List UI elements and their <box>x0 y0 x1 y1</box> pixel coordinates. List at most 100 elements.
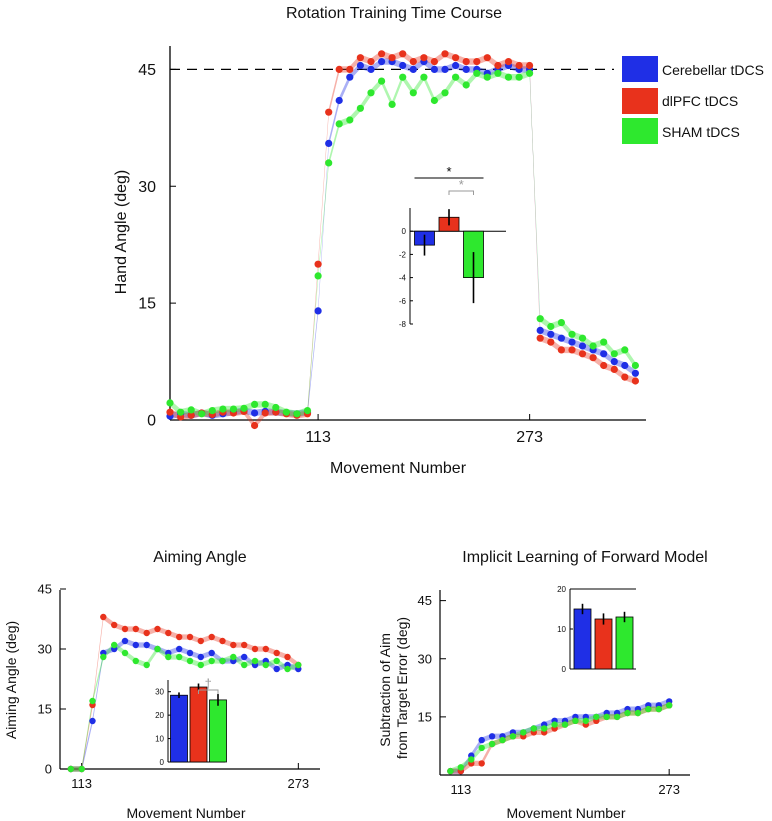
data-point-sham <box>473 69 481 77</box>
data-point-sham <box>561 721 569 728</box>
data-point-sham <box>282 408 290 416</box>
data-point-dlpfc <box>568 346 576 354</box>
data-point-dlpfc <box>121 625 129 633</box>
data-point-cerebellar <box>325 139 333 147</box>
data-point-sham <box>530 725 537 732</box>
data-point-sham <box>230 653 237 661</box>
data-point-cerebellar <box>89 717 96 725</box>
data-point-sham <box>452 73 460 81</box>
data-point-dlpfc <box>483 54 491 62</box>
data-point-sham <box>284 665 291 673</box>
legend-swatch-cerebellar <box>622 56 658 82</box>
inset-bar-sham <box>615 616 634 670</box>
data-point-dlpfc <box>430 58 438 66</box>
y-tick-label: 30 <box>418 651 432 666</box>
data-point-dlpfc <box>631 377 640 385</box>
data-point-cerebellar <box>378 58 386 66</box>
data-point-dlpfc <box>251 421 259 430</box>
inset-y-tick-label: 20 <box>155 711 164 720</box>
data-point-sham <box>293 410 301 418</box>
data-point-sham <box>631 361 640 370</box>
y-tick-label: 45 <box>38 582 52 597</box>
legend-label-dlpfc: dlPFC tDCS <box>662 93 738 109</box>
data-point-dlpfc <box>346 65 354 73</box>
data-point-cerebellar <box>452 61 460 70</box>
data-point-sham <box>272 403 280 412</box>
data-point-sham <box>603 713 610 721</box>
data-point-cerebellar <box>197 653 204 661</box>
impl-chart-xlabel: Movement Number <box>506 805 625 821</box>
data-point-sham <box>613 713 621 721</box>
data-point-dlpfc <box>452 54 460 62</box>
data-point-sham <box>624 709 631 717</box>
data-point-sham <box>335 120 343 128</box>
data-point-sham <box>430 96 438 105</box>
error-band-sham <box>170 70 636 417</box>
data-point-sham <box>447 767 454 775</box>
aim-inset-bar-chart: 0 10 20 30 † <box>155 676 227 767</box>
legend-swatch-sham <box>622 118 658 144</box>
data-point-dlpfc <box>547 338 555 346</box>
data-point-sham <box>187 406 195 414</box>
data-point-dlpfc <box>251 645 259 653</box>
data-point-sham <box>346 116 354 124</box>
data-point-sham <box>251 400 259 408</box>
data-point-dlpfc <box>132 625 139 633</box>
data-point-dlpfc <box>356 54 364 62</box>
data-point-sham <box>219 405 227 413</box>
data-point-cerebellar <box>176 645 183 653</box>
data-point-dlpfc <box>589 354 597 362</box>
data-point-sham <box>198 410 206 418</box>
y-tick-label: 0 <box>147 413 156 430</box>
data-point-sham <box>541 725 548 732</box>
data-point-sham <box>295 661 302 669</box>
data-point-cerebellar <box>143 641 150 649</box>
data-point-sham <box>121 649 129 657</box>
data-point-cerebellar <box>547 330 555 338</box>
data-point-dlpfc <box>367 58 375 66</box>
y-tick-label: 0 <box>45 762 52 777</box>
data-point-sham <box>325 159 333 167</box>
data-point-dlpfc <box>388 54 396 62</box>
main-chart-xlabel: Movement Number <box>330 460 467 477</box>
data-point-sham <box>666 702 673 709</box>
data-point-dlpfc <box>187 411 195 419</box>
data-point-cerebellar <box>441 65 449 73</box>
data-point-cerebellar <box>462 65 470 73</box>
inset-bar-cerebellar <box>170 694 188 763</box>
data-point-cerebellar <box>621 361 629 370</box>
significance-bracket <box>448 190 474 195</box>
impl-inset-bar-chart: 0 10 20 <box>557 585 636 674</box>
data-point-sham <box>229 405 238 413</box>
data-point-dlpfc <box>284 653 291 661</box>
y-tick-label: 30 <box>138 179 156 196</box>
impl-ylabel-line-1: Subtraction of Aim <box>377 633 393 747</box>
aim-chart-xlabel: Movement Number <box>126 805 245 821</box>
significance-marker: * <box>446 164 451 179</box>
data-point-sham <box>483 73 491 81</box>
data-point-cerebellar <box>132 641 139 649</box>
inset-y-tick-label: 0 <box>160 758 165 767</box>
data-point-cerebellar <box>335 96 343 105</box>
inset-y-tick-label: -2 <box>399 250 407 259</box>
data-point-dlpfc <box>478 760 485 767</box>
data-point-dlpfc <box>219 637 226 645</box>
inset-y-tick-label: 0 <box>402 227 407 236</box>
data-point-sham <box>241 661 248 669</box>
x-tick-label: 273 <box>287 776 309 791</box>
inset-y-tick-label: 10 <box>155 735 164 744</box>
data-point-sham <box>176 653 183 661</box>
inset-bar-cerebellar <box>573 608 592 670</box>
inset-y-tick-label: -4 <box>399 274 407 283</box>
aim-chart-panel: Aiming Angle 0 15 30 45 113 273 Movement Num… <box>3 549 320 821</box>
data-point-dlpfc <box>378 50 386 58</box>
data-point-dlpfc <box>111 621 118 629</box>
error-band-cerebellar <box>170 58 636 420</box>
data-point-sham <box>488 740 496 748</box>
data-point-sham <box>143 661 150 669</box>
inset-bar-sham <box>209 699 227 763</box>
data-point-sham <box>314 272 322 280</box>
data-point-sham <box>572 717 579 724</box>
data-point-sham <box>261 400 269 408</box>
data-point-cerebellar <box>314 307 322 315</box>
